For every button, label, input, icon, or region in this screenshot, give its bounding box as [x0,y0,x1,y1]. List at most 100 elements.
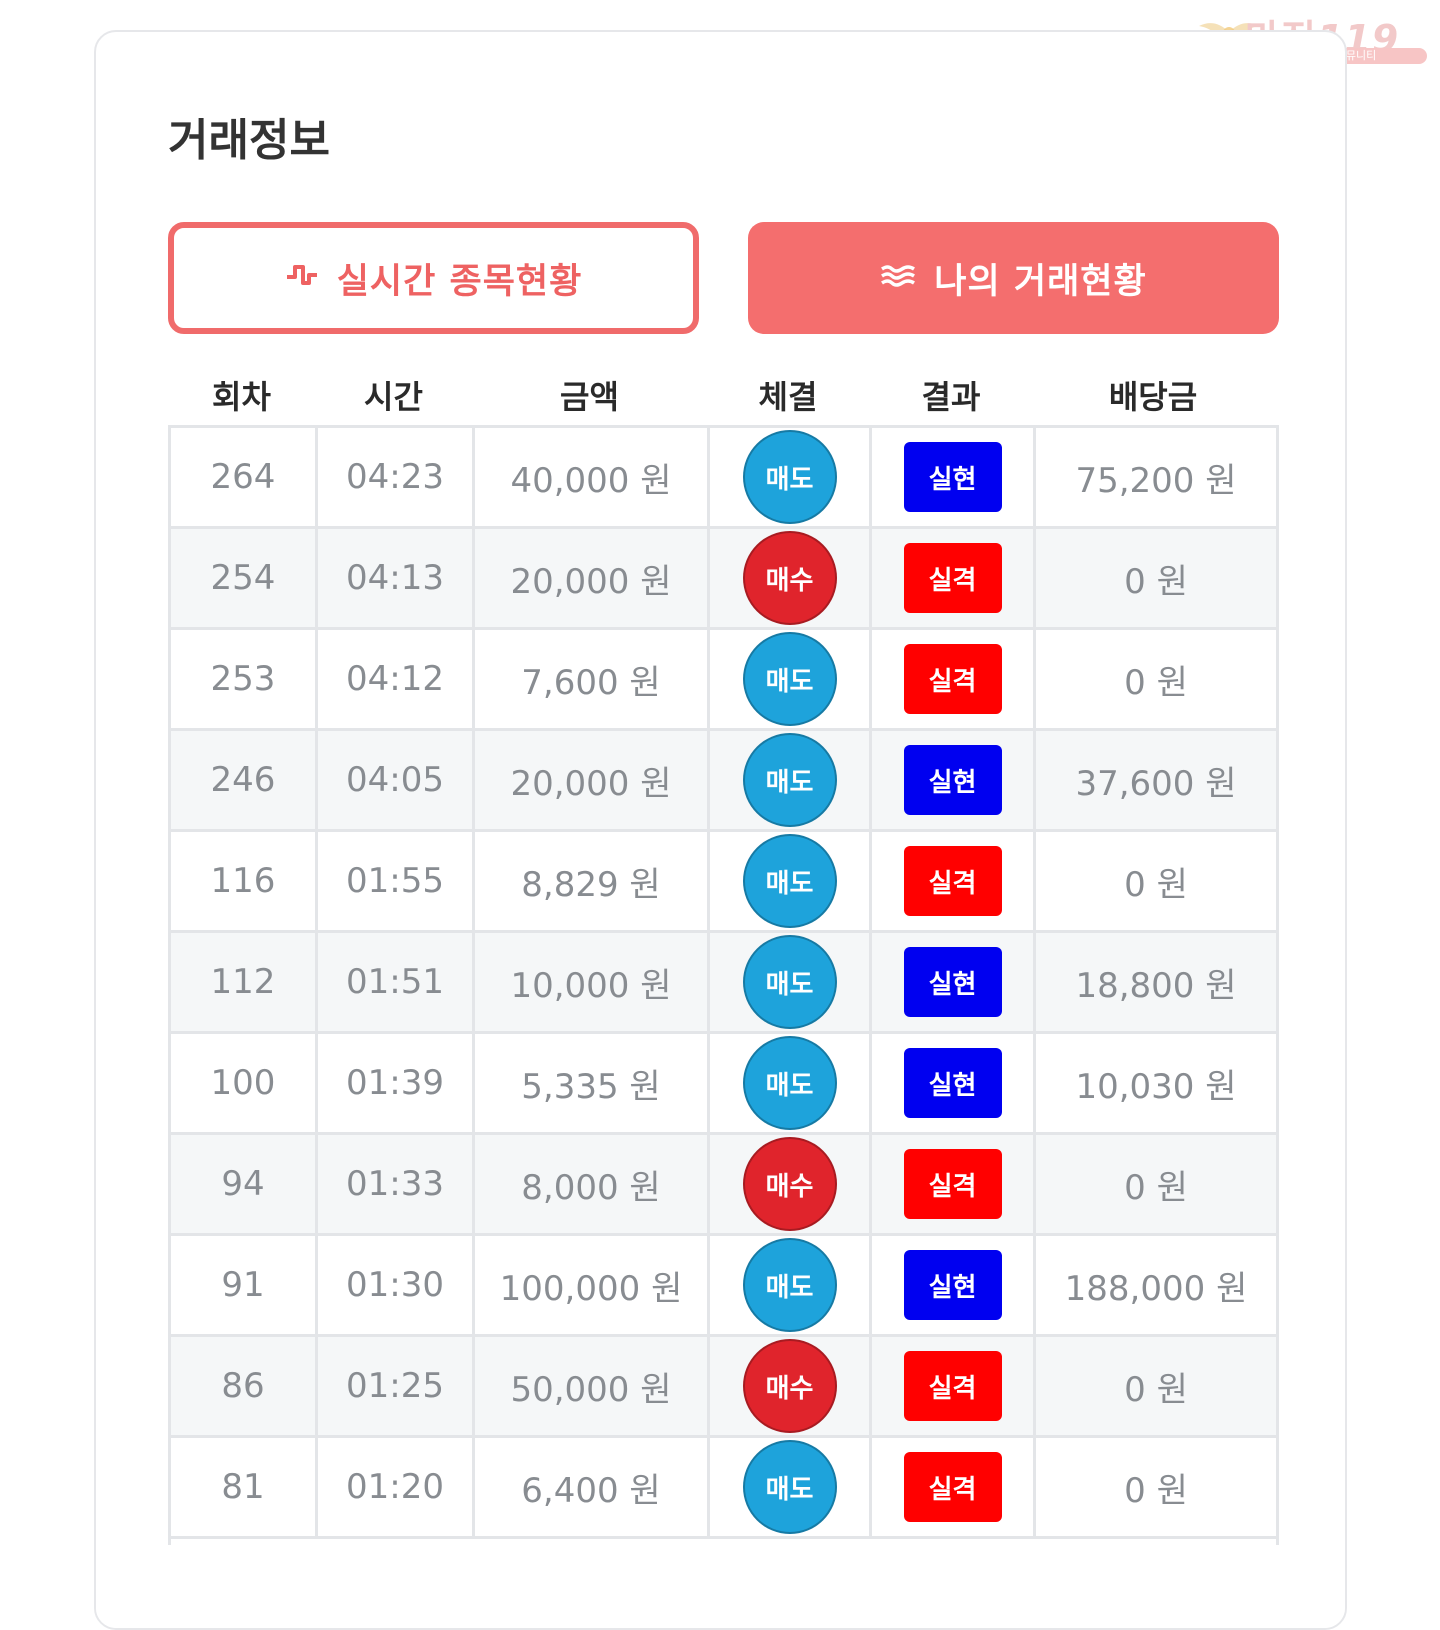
header-result: 결과 [921,378,981,416]
result-realized-badge: 실현 [903,947,1002,1017]
cell-result: 실현 [872,731,1036,829]
cell-amount: 20,000 원 [475,529,710,627]
cell-payout: 75,200 원 [1075,460,1237,501]
cell-result: 실현 [872,1034,1036,1132]
cell-time: 01:25 [318,1337,475,1435]
cell-time: 01:39 [318,1034,475,1132]
header-time: 시간 [364,378,423,416]
table-row: 86 01:25 50,000 원 매수 실격 0 원 [171,1337,1276,1438]
table-row: 112 01:51 10,000 원 매도 실현 18,800 원 [171,933,1276,1034]
cell-amount: 50,000 원 [475,1337,710,1435]
cell-payout: 37,600 원 [1075,763,1237,804]
tab-realtime-status[interactable]: 실시간 종목현황 [168,222,699,334]
cell-execution: 매도 [710,832,872,930]
cell-amount: 8,000 원 [475,1135,710,1233]
sell-badge: 매도 [742,1036,837,1130]
table-row: 246 04:05 20,000 원 매도 실현 37,600 원 [171,731,1276,832]
cell-time: 01:30 [318,1236,475,1334]
cell-round: 116 [171,832,318,930]
cell-round: 86 [171,1337,318,1435]
buy-badge: 매수 [742,1339,837,1433]
cell-payout: 0 원 [1124,662,1188,703]
result-failed-badge: 실격 [903,543,1002,613]
cell-amount: 100,000 원 [475,1236,710,1334]
sell-badge: 매도 [742,632,837,726]
cell-execution: 매도 [710,1438,872,1536]
cell-payout: 0 원 [1124,561,1188,602]
table-row: 100 01:39 5,335 원 매도 실현 10,030 원 [171,1034,1276,1135]
cell-payout: 0 원 [1124,1470,1188,1511]
cell-amount: 6,400 원 [475,1438,710,1536]
cell-amount: 10,000 원 [475,933,710,1031]
cell-time: 04:05 [318,731,475,829]
cell-round: 264 [171,428,318,526]
cell-round: 246 [171,731,318,829]
trade-table-body: 264 04:23 40,000 원 매도 실현 75,200 원 254 04:13 20,0… [168,425,1279,1545]
sell-badge: 매도 [742,1440,837,1534]
cell-payout: 0 원 [1124,1167,1188,1208]
cell-result: 실현 [872,1236,1036,1334]
cell-execution: 매수 [710,1337,872,1435]
cell-amount: 8,829 원 [475,832,710,930]
sell-badge: 매도 [742,834,837,928]
result-failed-badge: 실격 [903,1149,1002,1219]
cell-execution: 매도 [710,731,872,829]
cell-payout: 188,000 원 [1064,1268,1248,1309]
cell-amount: 40,000 원 [475,428,710,526]
cell-result: 실격 [872,529,1036,627]
cell-time: 01:55 [318,832,475,930]
cell-round: 100 [171,1034,318,1132]
result-realized-badge: 실현 [903,442,1002,512]
pulse-icon [285,258,319,298]
result-realized-badge: 실현 [903,1250,1002,1320]
page-title: 거래정보 [168,115,330,166]
cell-execution: 매수 [710,529,872,627]
cell-execution: 매수 [710,1135,872,1233]
header-payout: 배당금 [1108,378,1198,416]
cell-result: 실현 [872,428,1036,526]
cell-time: 04:13 [318,529,475,627]
cell-time: 01:20 [318,1438,475,1536]
cell-result: 실격 [872,1337,1036,1435]
result-failed-badge: 실격 [903,644,1002,714]
cell-round: 94 [171,1135,318,1233]
table-header: 회차 시간 금액 체결 결과 배당금 [168,365,1279,425]
tab-realtime-label: 실시간 종목현황 [336,261,583,302]
cell-round: 91 [171,1236,318,1334]
buy-badge: 매수 [742,531,837,625]
cell-time: 04:12 [318,630,475,728]
result-failed-badge: 실격 [903,1351,1002,1421]
cell-amount: 20,000 원 [475,731,710,829]
cell-payout: 18,800 원 [1075,965,1237,1006]
cell-result: 실격 [872,630,1036,728]
sell-badge: 매도 [742,1238,837,1332]
sell-badge: 매도 [742,935,837,1029]
table-row: 91 01:30 100,000 원 매도 실현 188,000 원 [171,1236,1276,1337]
trade-info-card: 거래정보 실시간 종목현황 나의 거래현황 회차 시간 금액 체결 결과 배당금… [94,30,1347,1630]
cell-payout: 0 원 [1124,1369,1188,1410]
cell-round: 112 [171,933,318,1031]
table-row: 116 01:55 8,829 원 매도 실격 0 원 [171,832,1276,933]
header-execution: 체결 [758,378,818,416]
cell-execution: 매도 [710,933,872,1031]
table-row: 81 01:20 6,400 원 매도 실격 0 원 [171,1438,1276,1539]
header-round: 회차 [212,378,271,416]
cell-amount: 7,600 원 [475,630,710,728]
table-row: 94 01:33 8,000 원 매수 실격 0 원 [171,1135,1276,1236]
table-row: 254 04:13 20,000 원 매수 실격 0 원 [171,529,1276,630]
cell-amount: 5,335 원 [475,1034,710,1132]
tab-my-trades-label: 나의 거래현황 [934,261,1147,302]
cell-execution: 매도 [710,1236,872,1334]
result-realized-badge: 실현 [903,1048,1002,1118]
cell-time: 01:51 [318,933,475,1031]
cell-result: 실격 [872,1438,1036,1536]
table-fade [96,1545,1345,1628]
cell-round: 81 [171,1438,318,1536]
tab-my-trades[interactable]: 나의 거래현황 [748,222,1279,334]
cell-execution: 매도 [710,428,872,526]
cell-round: 253 [171,630,318,728]
table-row: 264 04:23 40,000 원 매도 실현 75,200 원 [171,428,1276,529]
cell-result: 실격 [872,1135,1036,1233]
cell-execution: 매도 [710,630,872,728]
waves-icon [880,258,916,298]
